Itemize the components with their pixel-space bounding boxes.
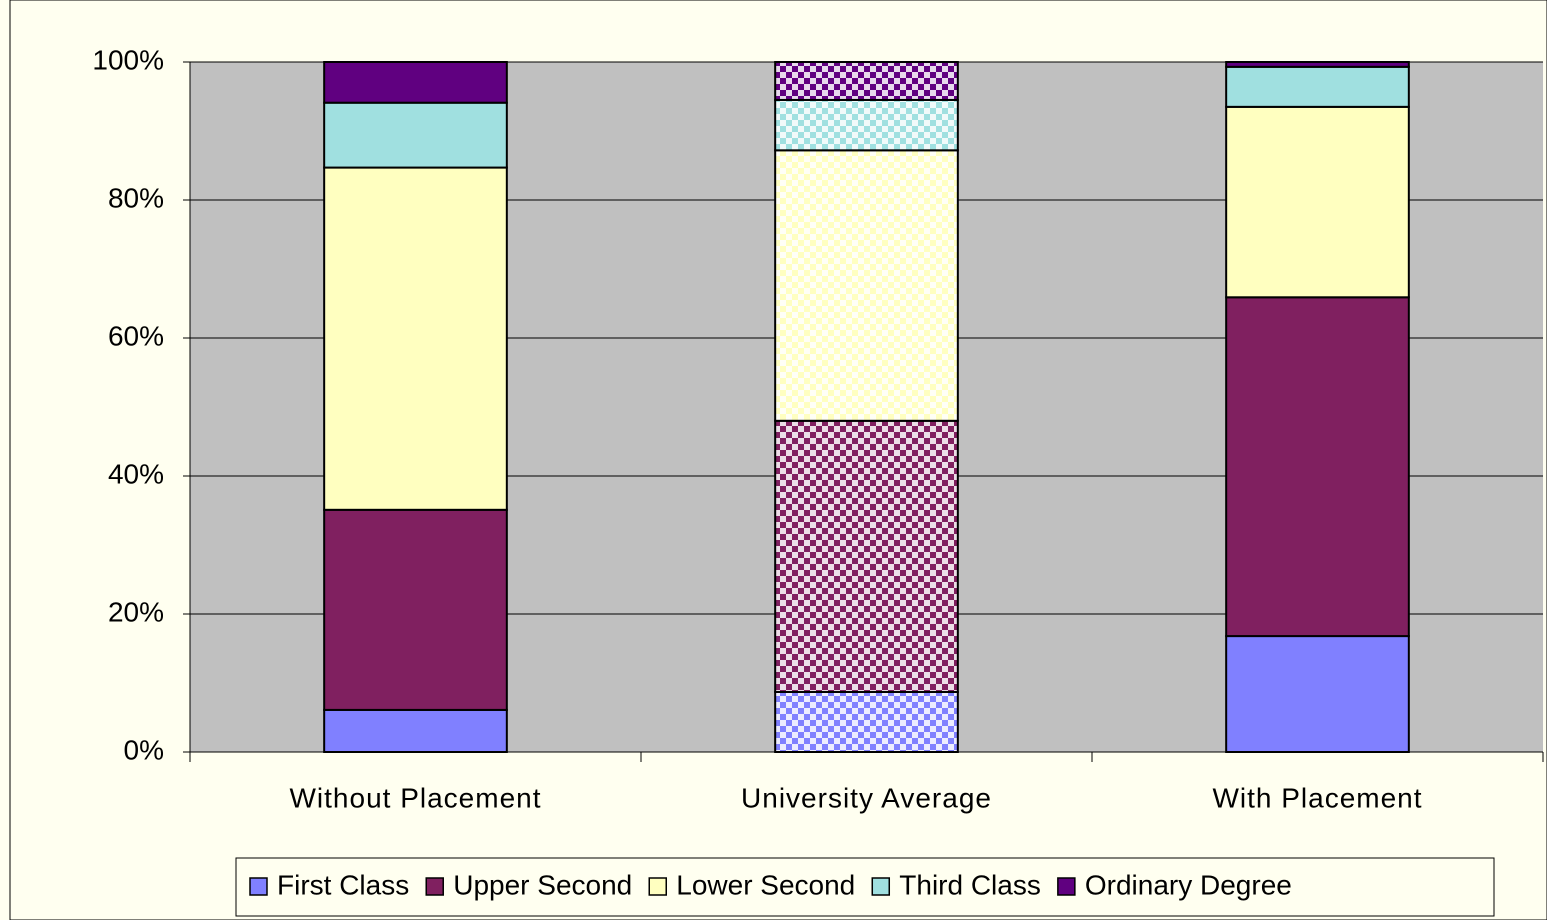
y-tick-label: 0% — [124, 734, 164, 765]
legend-label: Upper Second — [453, 869, 632, 900]
bar-segment — [323, 166, 508, 511]
bar-segment — [774, 419, 959, 693]
bar-segment — [774, 690, 959, 753]
x-tick-label: Without Placement — [290, 782, 542, 813]
legend-swatch — [1057, 877, 1076, 896]
y-tick-label: 60% — [108, 320, 164, 351]
bar-segment — [323, 708, 508, 753]
legend-box — [235, 857, 1495, 917]
y-tick-label: 80% — [108, 182, 164, 213]
legend-swatch — [249, 877, 268, 896]
bar-segment — [1225, 65, 1410, 108]
legend-swatch — [871, 877, 891, 896]
y-tick-label: 100% — [92, 44, 164, 75]
y-tick-label: 20% — [108, 596, 164, 627]
legend-swatch — [648, 877, 667, 896]
bar-segment — [1225, 296, 1410, 638]
legend-label: Lower Second — [676, 869, 855, 900]
x-tick-label: With Placement — [1212, 782, 1422, 813]
bar-segment — [323, 61, 508, 104]
legend-label: Ordinary Degree — [1085, 869, 1292, 900]
bar-segment — [774, 61, 959, 101]
bar-segment — [323, 508, 508, 711]
legend-swatch — [425, 877, 444, 896]
bar-segment — [774, 149, 959, 422]
bar-segment — [1225, 61, 1410, 68]
bar-segment — [323, 101, 508, 169]
bar-segment — [774, 98, 959, 152]
legend-label: First Class — [277, 869, 409, 900]
bar-segment — [1225, 635, 1410, 754]
y-tick-label: 40% — [108, 458, 164, 489]
bar-segment — [1225, 105, 1410, 299]
x-tick-label: University Average — [741, 782, 992, 813]
legend-label: Third Class — [899, 869, 1041, 900]
